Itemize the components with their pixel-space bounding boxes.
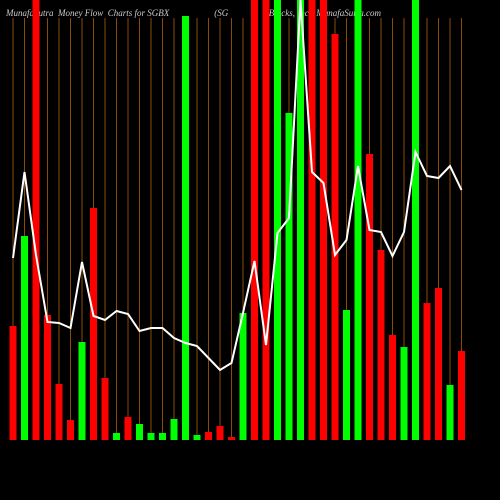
bar (228, 437, 235, 440)
bar (205, 432, 212, 440)
bar (9, 326, 17, 440)
bar (331, 34, 339, 440)
bar (262, 0, 270, 440)
bar (343, 310, 350, 440)
bar (21, 236, 28, 440)
bar (170, 419, 178, 440)
bar (400, 347, 408, 440)
bar (216, 426, 224, 440)
bar (297, 0, 304, 440)
bar (113, 433, 120, 440)
bar (366, 154, 373, 440)
bar (182, 16, 189, 440)
bar (412, 0, 419, 440)
bar (423, 303, 431, 440)
bar (377, 250, 385, 440)
bar (435, 288, 442, 440)
bar (32, 0, 40, 440)
bar (193, 435, 201, 440)
bar (389, 335, 396, 440)
money-flow-line (12, 0, 463, 372)
bar (320, 0, 327, 440)
bar (90, 208, 97, 440)
bar (285, 113, 293, 440)
bar (136, 424, 143, 440)
bar (147, 433, 155, 440)
bar (239, 313, 247, 440)
bar (308, 0, 316, 440)
bar (251, 0, 258, 440)
bar (159, 433, 166, 440)
bar (446, 385, 454, 440)
bar (55, 384, 63, 440)
bar (67, 420, 74, 440)
bar (44, 315, 51, 440)
bar (124, 417, 132, 440)
bar (101, 378, 109, 440)
bar (78, 342, 86, 440)
bar (274, 0, 281, 440)
bar (354, 0, 362, 440)
chart-title: MunafaSutra Money Flow Charts for SGBX (… (5, 8, 381, 18)
bar (458, 351, 465, 440)
